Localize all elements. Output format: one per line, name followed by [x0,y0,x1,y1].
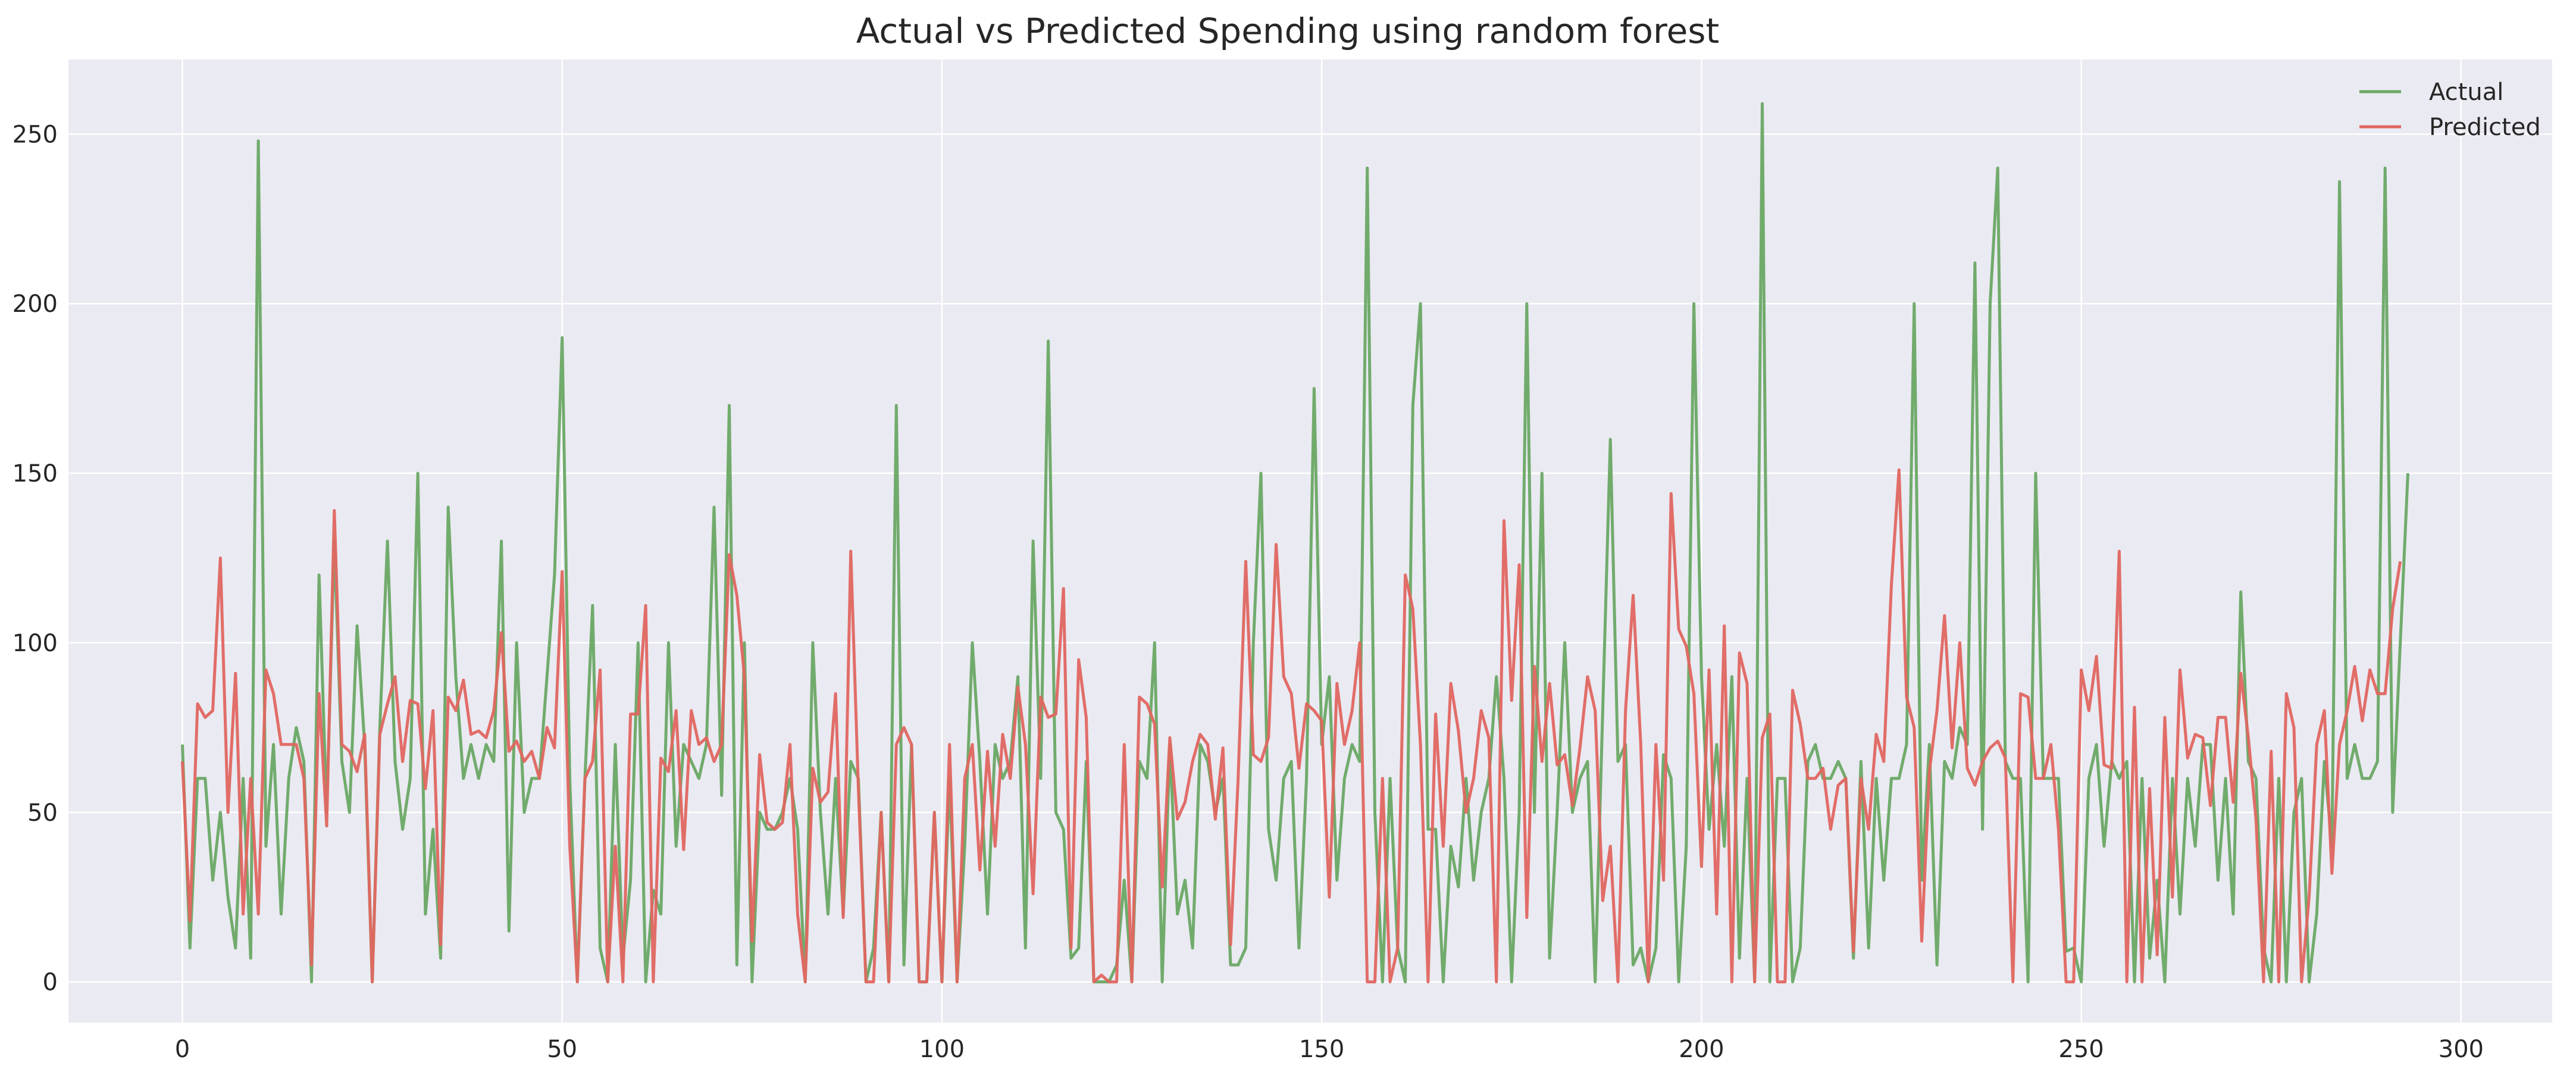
legend-label-actual: Actual [2429,79,2503,106]
x-tick-label: 200 [1679,1036,1724,1063]
y-tick-label: 250 [12,121,58,148]
series-line-predicted [181,468,2402,984]
x-tick-label: 100 [919,1036,965,1063]
series-line-actual [181,102,2409,984]
y-axis-ticks: 0 50 100 150 200 250 [12,121,58,996]
x-tick-label: 50 [547,1036,577,1063]
x-axis-ticks: 0 50 100 150 200 250 300 [175,1036,2484,1063]
x-tick-label: 300 [2439,1036,2484,1063]
y-tick-label: 150 [12,460,58,487]
y-tick-label: 50 [27,799,58,827]
y-tick-label: 200 [12,290,58,318]
legend-label-predicted: Predicted [2429,114,2541,141]
x-tick-label: 250 [2058,1036,2104,1063]
legend: Actual Predicted [2359,79,2541,141]
y-tick-label: 0 [43,969,58,996]
x-tick-label: 0 [175,1036,190,1063]
chart-title: Actual vs Predicted Spending using rando… [856,11,1719,51]
x-tick-label: 150 [1299,1036,1344,1063]
y-tick-label: 100 [12,630,58,657]
series-layer [181,102,2409,984]
